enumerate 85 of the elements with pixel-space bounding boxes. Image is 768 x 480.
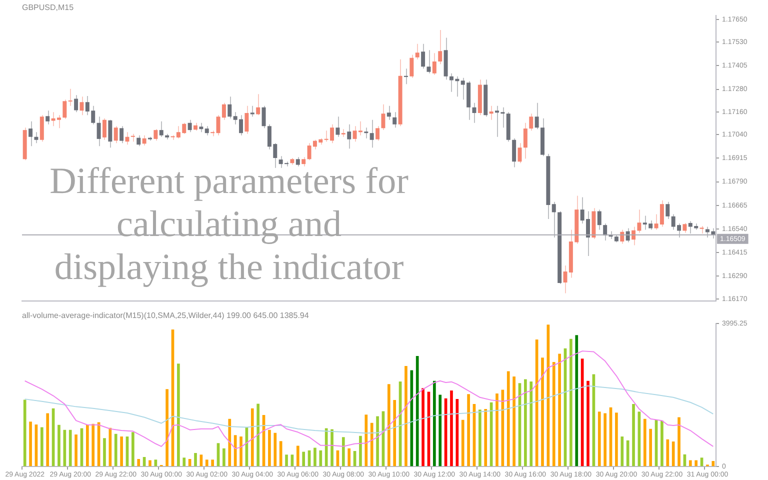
bar [506, 371, 510, 466]
bar [410, 370, 414, 466]
bar [228, 418, 232, 466]
bar [166, 389, 168, 466]
chart-title: all-volume-average-indicator(M15)(10,SMA,25,Wilder,44) 199.00 645.00 1385.94 [22, 311, 310, 320]
bar [182, 458, 186, 466]
bar [393, 400, 396, 466]
bar [524, 379, 527, 466]
bar [632, 404, 635, 466]
bar [120, 436, 123, 466]
bar [586, 380, 590, 466]
bar [620, 436, 624, 466]
bar [678, 417, 680, 466]
bar [570, 338, 572, 466]
bar [114, 434, 118, 466]
bar [103, 438, 106, 466]
bar [274, 432, 277, 466]
bar [694, 460, 698, 466]
bar [314, 448, 316, 466]
bar [324, 428, 328, 466]
bar [598, 412, 601, 466]
bar [279, 441, 282, 466]
bar [296, 446, 300, 466]
bar [666, 439, 670, 466]
bar [58, 424, 60, 466]
bar [643, 418, 646, 466]
bar [359, 436, 362, 466]
bar [370, 422, 374, 466]
bar [450, 390, 453, 466]
bar [660, 420, 664, 466]
bar [364, 414, 368, 466]
bar [74, 434, 78, 466]
annotation: Different parameters for calculating and displaying the indicator [48, 160, 410, 289]
bar [240, 436, 242, 466]
bar [552, 362, 556, 466]
bar [40, 427, 44, 466]
bar [404, 366, 408, 466]
bar [484, 409, 488, 466]
bar [496, 393, 498, 466]
bar [438, 394, 442, 466]
bar [558, 354, 561, 466]
bar [604, 413, 606, 466]
bar [416, 356, 419, 466]
bar [541, 358, 544, 466]
bar [68, 430, 72, 466]
bar [211, 460, 214, 466]
bar [330, 429, 334, 466]
bar [422, 388, 424, 466]
bar [63, 430, 66, 466]
bar [222, 448, 226, 466]
bar [86, 424, 89, 466]
bar [256, 404, 260, 466]
bar [194, 453, 197, 466]
chart-title: GBPUSD,M15 [22, 3, 74, 12]
bar [467, 394, 470, 466]
bar [342, 437, 345, 466]
bar [319, 450, 322, 466]
bar [712, 460, 715, 466]
bar [575, 335, 578, 466]
bar [512, 376, 516, 466]
bar [649, 428, 652, 466]
bar [432, 380, 436, 466]
bar [132, 432, 134, 466]
bar [302, 452, 306, 466]
bar [530, 382, 533, 466]
bar [92, 424, 95, 466]
bar [688, 460, 692, 466]
bar [137, 458, 140, 466]
bar [387, 384, 390, 466]
bar [205, 460, 208, 466]
bar [478, 410, 482, 466]
bar [148, 460, 152, 466]
bar [626, 440, 630, 466]
bar [250, 408, 254, 466]
bar [46, 413, 50, 466]
bar [672, 441, 675, 466]
bar [376, 416, 379, 466]
bar [615, 412, 618, 466]
bar [461, 420, 464, 466]
bar [23, 400, 26, 466]
bar [268, 430, 271, 466]
bar [177, 364, 180, 466]
bar [285, 454, 288, 466]
bar [348, 448, 351, 466]
bar [29, 422, 32, 466]
